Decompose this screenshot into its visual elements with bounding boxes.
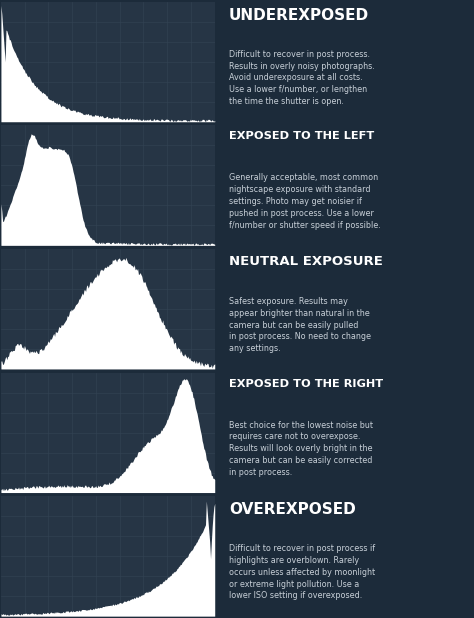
Text: EXPOSED TO THE LEFT: EXPOSED TO THE LEFT [229, 132, 374, 142]
Text: Generally acceptable, most common
nightscape exposure with standard
settings. Ph: Generally acceptable, most common nights… [229, 174, 381, 230]
Text: EXPOSED TO THE RIGHT: EXPOSED TO THE RIGHT [229, 379, 383, 389]
Text: NEUTRAL EXPOSURE: NEUTRAL EXPOSURE [229, 255, 383, 268]
Text: Safest exposure. Results may
appear brighter than natural in the
camera but can : Safest exposure. Results may appear brig… [229, 297, 371, 353]
Text: OVEREXPOSED: OVEREXPOSED [229, 502, 356, 517]
Text: Difficult to recover in post process if
highlights are overblown. Rarely
occurs : Difficult to recover in post process if … [229, 544, 375, 601]
Text: Difficult to recover in post process.
Results in overly noisy photographs.
Avoid: Difficult to recover in post process. Re… [229, 50, 375, 106]
Text: UNDEREXPOSED: UNDEREXPOSED [229, 8, 369, 23]
Text: Best choice for the lowest noise but
requires care not to overexpose.
Results wi: Best choice for the lowest noise but req… [229, 421, 373, 477]
